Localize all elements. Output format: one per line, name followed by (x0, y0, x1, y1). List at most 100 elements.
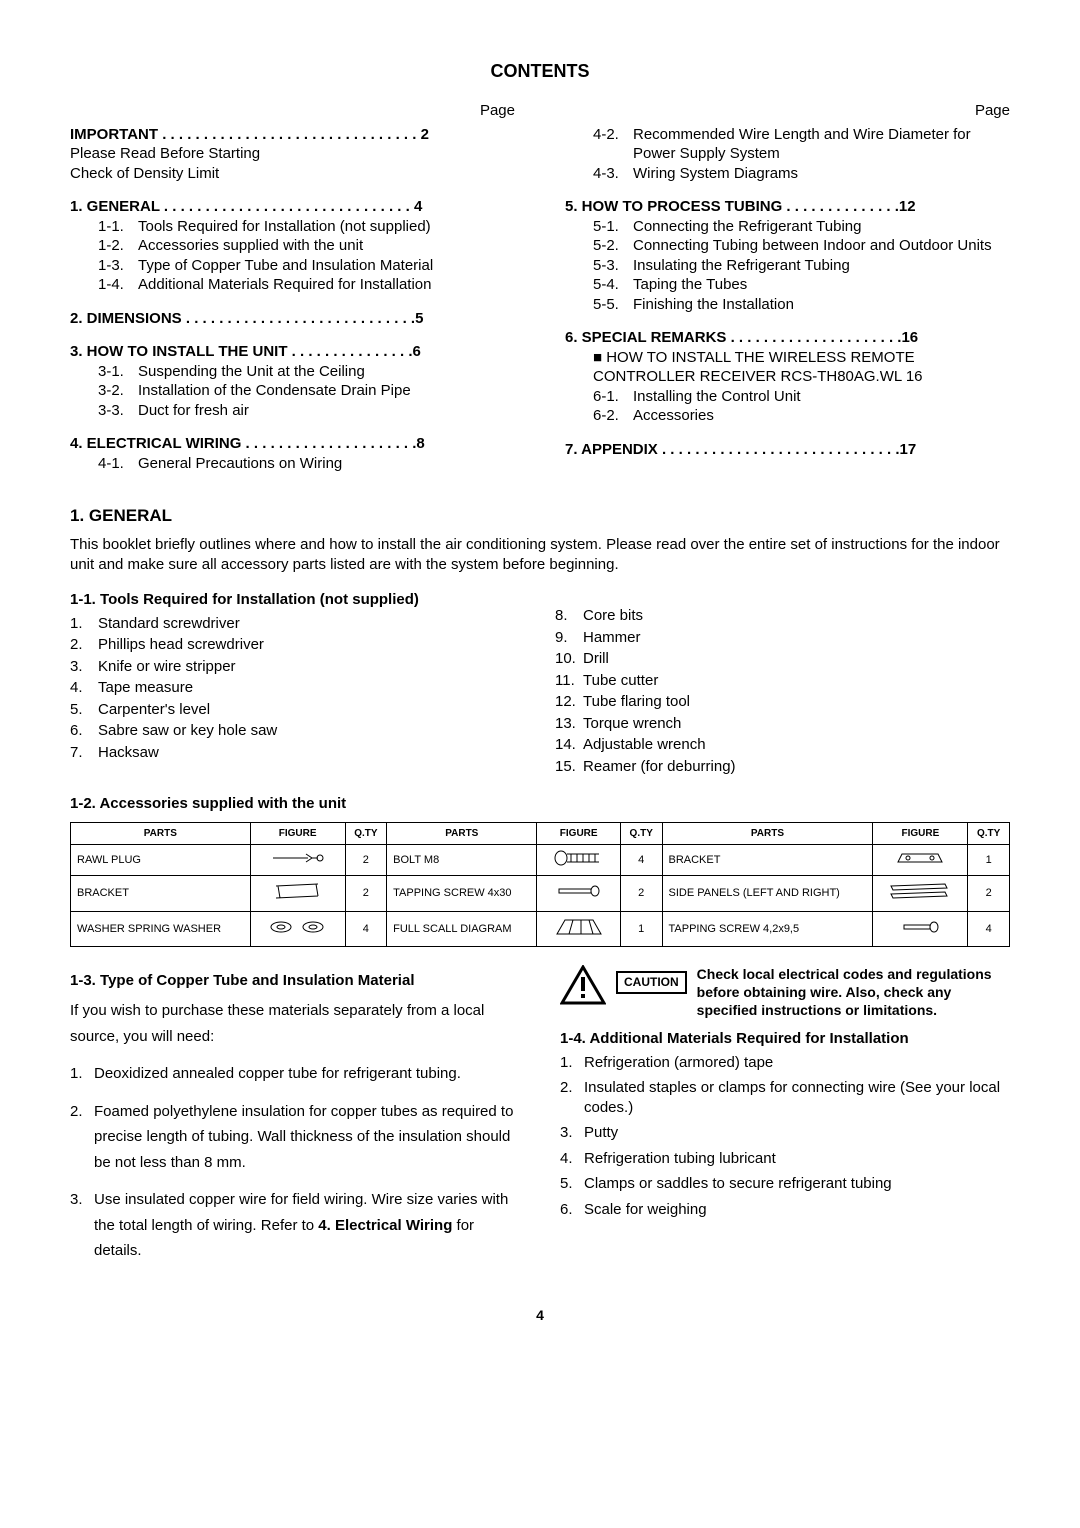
toc-line: Check of Density Limit (70, 164, 515, 184)
toc-num: 3-1. (98, 362, 138, 382)
toc-item: Installing the Control Unit (633, 387, 801, 407)
toc-num: 4-2. (593, 125, 633, 164)
bold-text: 4. Electrical Wiring (318, 1217, 452, 1234)
list-item: Use insulated copper wire for field wiri… (94, 1187, 520, 1264)
list-item: Scale for weighing (584, 1200, 707, 1220)
list-num: 2. (70, 1099, 94, 1176)
toc-line: Please Read Before Starting (70, 144, 515, 164)
toc-item: Finishing the Installation (633, 295, 794, 315)
page-label: Page (70, 101, 515, 121)
list-num: 15. (555, 757, 583, 777)
toc-num: 1-1. (98, 217, 138, 237)
td: 4 (620, 844, 662, 875)
tools-list: 1-1. Tools Required for Installation (no… (70, 584, 1010, 778)
toc-elec: 4. ELECTRICAL WIRING . . . . . . . . . .… (70, 434, 515, 473)
toc-left-column: Page IMPORTANT . . . . . . . . . . . . .… (70, 101, 515, 487)
list-item: Refrigeration tubing lubricant (584, 1149, 776, 1169)
list-item: Putty (584, 1123, 618, 1143)
s13-intro: If you wish to purchase these materials … (70, 998, 520, 1049)
toc-num: 5-5. (593, 295, 633, 315)
toc-general: 1. GENERAL . . . . . . . . . . . . . . .… (70, 197, 515, 295)
list-num: 2. (70, 635, 98, 655)
page-title: CONTENTS (70, 60, 1010, 83)
section-general-heading: 1. GENERAL (70, 505, 1010, 527)
td: SIDE PANELS (LEFT AND RIGHT) (662, 876, 873, 911)
td (250, 844, 345, 875)
toc-item: Recommended Wire Length and Wire Diamete… (633, 125, 1010, 164)
list-num: 9. (555, 628, 583, 648)
toc-remarks: 6. SPECIAL REMARKS . . . . . . . . . . .… (565, 328, 1010, 426)
list-item: Foamed polyethylene insulation for coppe… (94, 1099, 520, 1176)
th: Q.TY (345, 822, 387, 844)
toc-item: Type of Copper Tube and Insulation Mater… (138, 256, 433, 276)
caution-label: CAUTION (616, 971, 687, 995)
td (537, 911, 621, 946)
list-item: Clamps or saddles to secure refrigerant … (584, 1174, 892, 1194)
th: PARTS (71, 822, 251, 844)
td (873, 911, 968, 946)
toc-important-head: IMPORTANT . . . . . . . . . . . . . . . … (70, 125, 515, 145)
list-item: Tape measure (98, 678, 193, 698)
list-num: 2. (560, 1078, 584, 1117)
td: 2 (968, 876, 1010, 911)
td: BRACKET (662, 844, 873, 875)
toc-note: ■ HOW TO INSTALL THE WIRELESS REMOTE CON… (565, 348, 1010, 387)
td: FULL SCALL DIAGRAM (387, 911, 537, 946)
toc-head: 3. HOW TO INSTALL THE UNIT . . . . . . .… (70, 342, 515, 362)
list-num: 14. (555, 735, 583, 755)
list-num: 3. (560, 1123, 584, 1143)
list-item: Deoxidized annealed copper tube for refr… (94, 1061, 461, 1087)
toc-num: 5-2. (593, 236, 633, 256)
toc-important: IMPORTANT . . . . . . . . . . . . . . . … (70, 125, 515, 184)
toc-num: 1-3. (98, 256, 138, 276)
list-num: 4. (560, 1149, 584, 1169)
td: 2 (345, 844, 387, 875)
toc-head: 2. DIMENSIONS . . . . . . . . . . . . . … (70, 309, 515, 329)
toc-head: 5. HOW TO PROCESS TUBING . . . . . . . .… (565, 197, 1010, 217)
list-num: 6. (560, 1200, 584, 1220)
section-intro: This booklet briefly outlines where and … (70, 535, 1010, 574)
toc-appendix: 7. APPENDIX . . . . . . . . . . . . . . … (565, 440, 1010, 460)
toc-install: 3. HOW TO INSTALL THE UNIT . . . . . . .… (70, 342, 515, 420)
list-item: Adjustable wrench (583, 735, 706, 755)
list-item: Core bits (583, 606, 643, 626)
list-num: 1. (560, 1053, 584, 1073)
list-item: Drill (583, 649, 609, 669)
list-num: 5. (70, 700, 98, 720)
td (250, 876, 345, 911)
td (537, 844, 621, 875)
td: RAWL PLUG (71, 844, 251, 875)
toc-num: 5-1. (593, 217, 633, 237)
list-item: Reamer (for deburring) (583, 757, 736, 777)
sub-1-1: 1-1. Tools Required for Installation (no… (70, 590, 525, 610)
th: FIGURE (873, 822, 968, 844)
caution-text: Check local electrical codes and regulat… (697, 965, 1010, 1020)
list-item: Tube flaring tool (583, 692, 690, 712)
list-num: 4. (70, 678, 98, 698)
toc-item: Wiring System Diagrams (633, 164, 798, 184)
toc-head: 1. GENERAL . . . . . . . . . . . . . . .… (70, 197, 515, 217)
list-item: Standard screwdriver (98, 614, 240, 634)
td (873, 876, 968, 911)
toc: Page IMPORTANT . . . . . . . . . . . . .… (70, 101, 1010, 487)
toc-item: Additional Materials Required for Instal… (138, 275, 432, 295)
td: 4 (345, 911, 387, 946)
toc-num: 3-2. (98, 381, 138, 401)
th: FIGURE (537, 822, 621, 844)
page-number: 4 (70, 1306, 1010, 1324)
list-item: Tube cutter (583, 671, 658, 691)
page-label: Page (565, 101, 1010, 121)
toc-item: Suspending the Unit at the Ceiling (138, 362, 365, 382)
th: FIGURE (250, 822, 345, 844)
toc-item: Connecting the Refrigerant Tubing (633, 217, 861, 237)
toc-num: 3-3. (98, 401, 138, 421)
td: 2 (345, 876, 387, 911)
list-item: Refrigeration (armored) tape (584, 1053, 773, 1073)
td: 1 (968, 844, 1010, 875)
list-item: Hacksaw (98, 743, 159, 763)
list-num: 13. (555, 714, 583, 734)
toc-item: Tools Required for Installation (not sup… (138, 217, 431, 237)
th: Q.TY (968, 822, 1010, 844)
toc-item: Duct for fresh air (138, 401, 249, 421)
accessories-table: PARTS FIGURE Q.TY PARTS FIGURE Q.TY PART… (70, 822, 1010, 947)
